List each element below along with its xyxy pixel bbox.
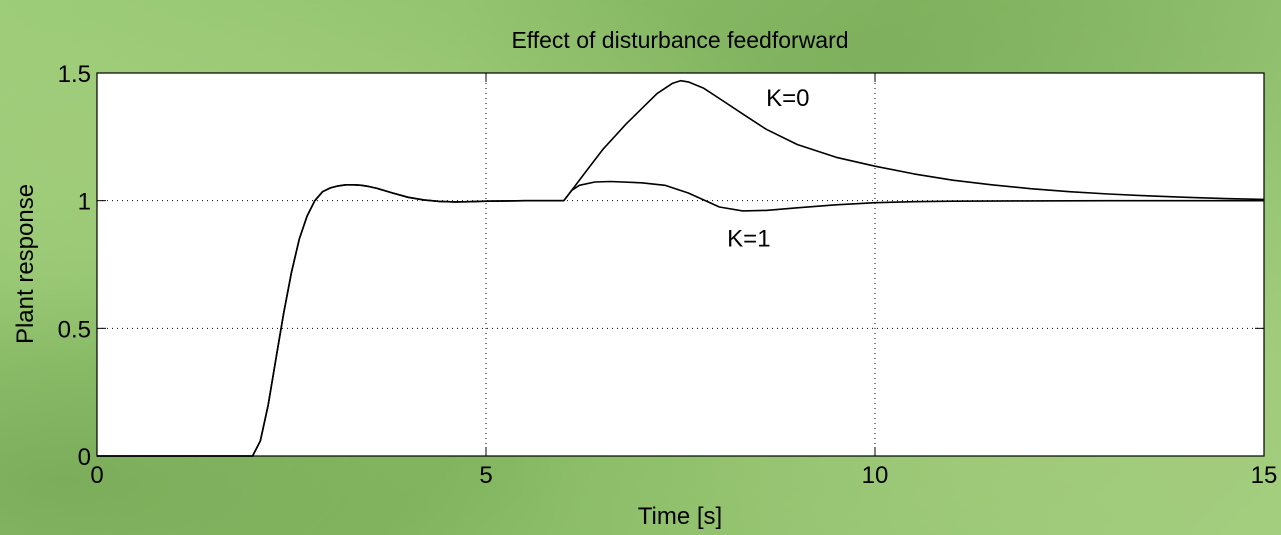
x-tick-label: 15 <box>1251 462 1278 489</box>
plot-area-background <box>97 73 1264 456</box>
x-tick-label: 5 <box>479 462 492 489</box>
y-axis-label: Plant response <box>12 184 39 344</box>
y-tick-label: 1.5 <box>58 61 91 88</box>
chart-title: Effect of disturbance feedforward <box>511 27 848 53</box>
series-annotation: K=1 <box>727 226 770 253</box>
series-group <box>97 79 1265 457</box>
x-tick-label: 10 <box>862 462 889 489</box>
x-tick-label: 0 <box>90 462 103 489</box>
series-annotations: K=0 K=1 <box>727 85 809 252</box>
x-axis-label: Time [s] <box>638 503 722 530</box>
y-tick-labels: 0 0.5 1 1.5 <box>58 61 91 471</box>
y-tick-label: 0.5 <box>58 316 91 343</box>
tick-marks <box>96 72 1265 457</box>
series-line-k-1 <box>97 180 1264 457</box>
series-annotation: K=0 <box>766 85 809 112</box>
y-tick-label: 1 <box>78 189 91 216</box>
x-tick-labels: 0 5 10 15 <box>90 462 1277 489</box>
plot-area-frame <box>96 72 1265 457</box>
y-tick-label: 0 <box>78 444 91 471</box>
